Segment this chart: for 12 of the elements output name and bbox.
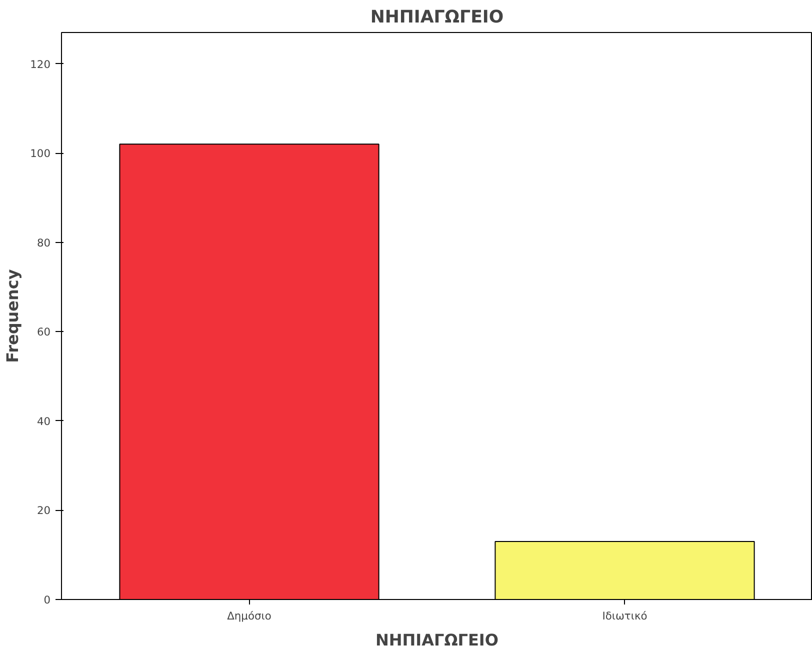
x-axis-title: ΝΗΠΙΑΓΩΓΕΙΟ [376, 630, 498, 650]
y-tick-label: 0 [44, 594, 51, 606]
y-tick-label: 120 [30, 58, 51, 71]
y-tick-label: 60 [36, 326, 51, 339]
y-tick-label: 100 [30, 147, 51, 160]
chart-title: ΝΗΠΙΑΓΩΓΕΙΟ [370, 8, 504, 28]
x-tick-label: Ιδιωτικό [602, 610, 648, 622]
y-tick-label: 80 [36, 236, 51, 250]
y-tick-label: 20 [36, 504, 51, 518]
y-tick-label: 40 [36, 414, 51, 428]
x-tick-label: Δημόσιο [227, 610, 272, 622]
y-axis-title: Frequency [3, 268, 22, 363]
